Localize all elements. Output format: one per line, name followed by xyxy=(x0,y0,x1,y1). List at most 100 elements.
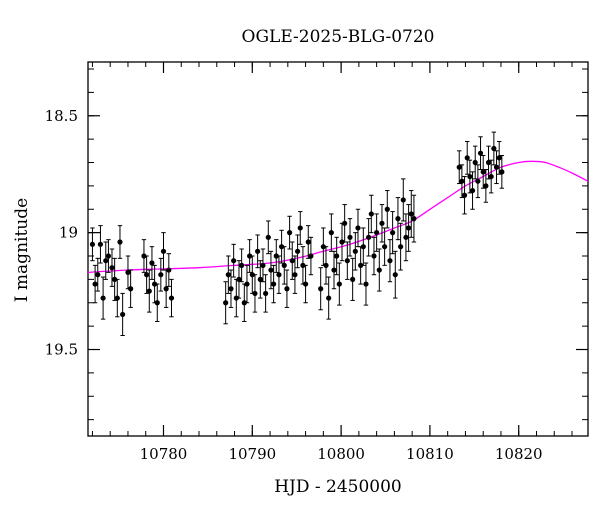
data-point xyxy=(92,264,98,304)
data-marker xyxy=(241,300,247,306)
data-point xyxy=(273,239,279,273)
data-marker xyxy=(297,225,303,231)
data-marker xyxy=(387,258,393,264)
data-point xyxy=(279,229,285,264)
data-marker xyxy=(166,267,172,273)
x-tick-label: 10820 xyxy=(495,445,543,463)
data-point xyxy=(265,220,271,255)
data-marker xyxy=(109,265,115,271)
data-point xyxy=(236,260,242,299)
data-point xyxy=(247,239,253,273)
data-point xyxy=(363,262,369,306)
data-marker xyxy=(461,192,468,198)
data-point xyxy=(491,131,497,166)
data-point xyxy=(411,194,417,243)
data-marker xyxy=(149,260,155,266)
data-marker xyxy=(236,276,242,282)
data-point xyxy=(464,140,470,175)
data-point xyxy=(360,227,366,266)
data-point xyxy=(488,159,494,194)
data-point xyxy=(368,194,374,234)
data-marker xyxy=(146,288,152,294)
data-marker xyxy=(112,276,118,282)
data-marker xyxy=(339,239,345,245)
data-marker xyxy=(459,178,465,184)
data-marker xyxy=(239,262,245,268)
data-marker xyxy=(247,253,253,259)
data-point xyxy=(149,246,155,280)
data-marker xyxy=(276,272,282,278)
data-marker xyxy=(400,197,406,203)
data-marker xyxy=(467,173,473,180)
data-marker xyxy=(120,311,126,318)
data-marker xyxy=(255,248,261,254)
data-point xyxy=(252,274,258,313)
data-point xyxy=(152,264,158,304)
data-marker xyxy=(281,262,287,268)
data-point xyxy=(260,248,266,283)
data-point xyxy=(160,232,167,271)
data-point xyxy=(384,190,390,229)
data-point xyxy=(318,267,324,311)
data-marker xyxy=(289,258,295,264)
data-point xyxy=(114,278,120,318)
data-point xyxy=(163,269,169,308)
data-point xyxy=(297,211,303,245)
data-point xyxy=(117,225,123,259)
data-marker xyxy=(265,234,271,240)
data-point xyxy=(103,241,109,280)
data-marker xyxy=(480,169,486,175)
x-tick-label: 10800 xyxy=(317,445,365,463)
data-marker xyxy=(141,253,147,259)
data-marker xyxy=(477,150,484,156)
data-marker xyxy=(125,269,131,275)
data-marker xyxy=(158,272,164,278)
model-curve xyxy=(87,160,589,274)
data-marker xyxy=(114,295,120,301)
data-marker xyxy=(374,230,380,236)
y-tick-label: 19.5 xyxy=(45,341,78,359)
data-marker xyxy=(97,241,104,247)
data-marker xyxy=(231,258,237,264)
data-marker xyxy=(499,169,505,175)
chart-title: OGLE-2025-BLG-0720 xyxy=(242,27,435,47)
data-marker xyxy=(117,239,123,245)
data-marker xyxy=(483,183,489,189)
data-point xyxy=(334,236,340,276)
x-tick-label: 10780 xyxy=(140,445,188,463)
data-marker xyxy=(328,230,334,236)
data-point xyxy=(144,255,150,294)
data-point xyxy=(371,236,377,276)
data-marker xyxy=(392,272,398,278)
data-point xyxy=(292,255,298,294)
data-point xyxy=(302,264,309,304)
data-marker xyxy=(366,234,372,240)
data-point xyxy=(241,283,247,322)
data-point xyxy=(475,164,481,199)
data-marker xyxy=(352,248,358,254)
data-point xyxy=(392,250,398,299)
data-point xyxy=(398,222,404,271)
data-marker xyxy=(223,300,229,306)
data-marker xyxy=(128,286,134,292)
data-point xyxy=(286,215,293,250)
data-marker xyxy=(355,225,361,231)
data-point xyxy=(225,255,231,294)
data-marker xyxy=(168,295,175,301)
data-marker xyxy=(488,173,494,180)
data-point xyxy=(105,239,112,273)
data-marker xyxy=(496,155,502,161)
data-marker xyxy=(92,281,98,287)
data-marker xyxy=(279,244,285,250)
data-point xyxy=(154,283,160,322)
data-marker xyxy=(228,286,234,292)
data-marker xyxy=(384,206,390,212)
data-point xyxy=(358,246,364,285)
data-point xyxy=(390,211,396,255)
data-point xyxy=(268,250,274,290)
data-marker xyxy=(89,241,96,247)
data-marker xyxy=(334,253,340,259)
data-marker xyxy=(268,267,274,273)
data-marker xyxy=(371,253,377,259)
